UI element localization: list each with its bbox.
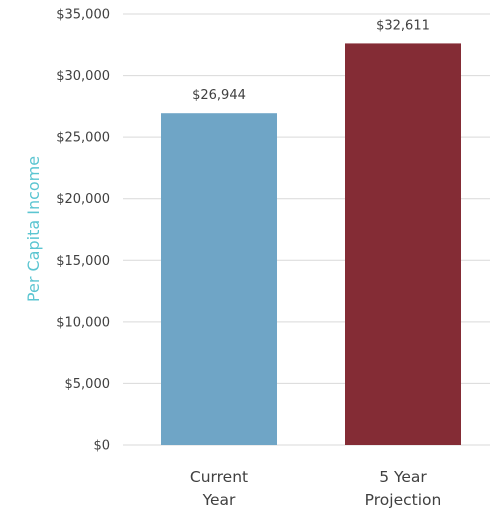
- y-axis-title: Per Capita Income: [24, 156, 43, 302]
- y-tick-label: $20,000: [56, 192, 110, 207]
- category-label: Projection: [365, 491, 442, 509]
- category-label: 5 Year: [379, 468, 427, 486]
- data-labels: $26,944 $32,611: [192, 18, 430, 103]
- x-axis-category-labels: Current Year 5 Year Projection: [190, 468, 441, 509]
- category-label: Current: [190, 468, 248, 486]
- y-tick-label: $10,000: [56, 315, 110, 330]
- y-axis-tick-labels: $0 $5,000 $10,000 $15,000 $20,000 $25,000 $30,…: [56, 8, 110, 454]
- y-tick-label: $15,000: [56, 254, 110, 269]
- bars: [161, 43, 461, 446]
- y-tick-label: $30,000: [56, 69, 110, 84]
- category-label: Year: [202, 491, 236, 509]
- y-tick-label: $35,000: [56, 8, 110, 23]
- data-label: $26,944: [192, 88, 246, 103]
- y-tick-label: $0: [93, 439, 110, 454]
- bar: [345, 43, 461, 446]
- bar: [161, 113, 277, 445]
- data-label: $32,611: [376, 18, 430, 33]
- y-tick-label: $25,000: [56, 131, 110, 146]
- y-tick-label: $5,000: [65, 377, 111, 392]
